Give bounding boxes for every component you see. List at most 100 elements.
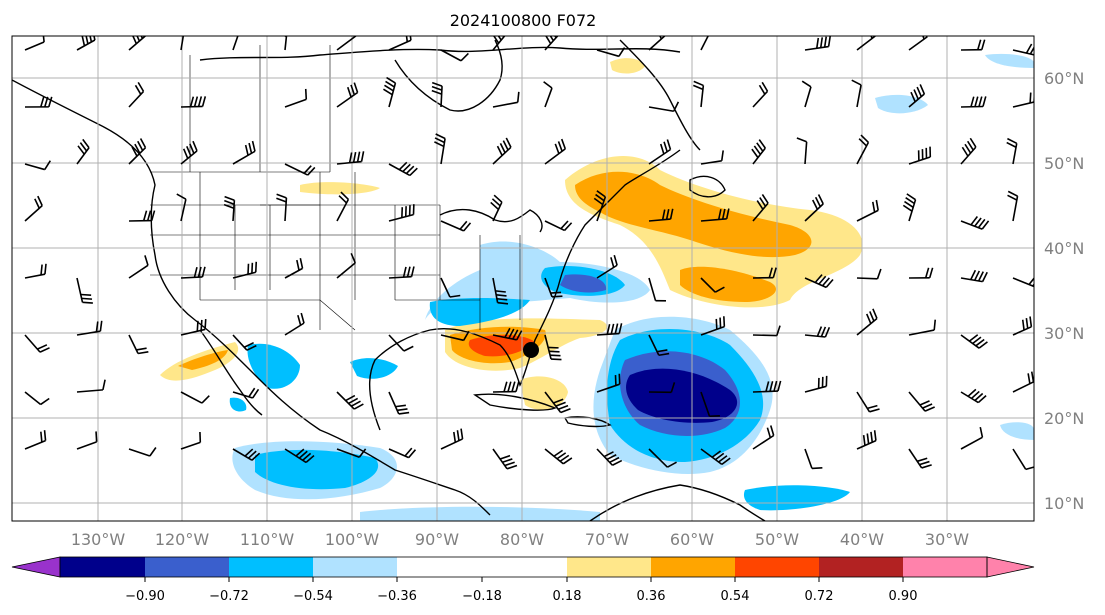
wind-barb <box>284 88 308 108</box>
wind-barb <box>388 447 417 459</box>
wind-barb <box>908 319 937 336</box>
storm-center-marker <box>523 342 539 358</box>
wind-barbs <box>24 36 1034 471</box>
wind-barb <box>76 431 98 450</box>
wind-barb <box>440 277 461 298</box>
colorbar-bin <box>567 557 651 577</box>
wind-barb <box>856 430 877 450</box>
wind-barb <box>648 208 674 222</box>
coastline-hispaniola <box>563 416 612 428</box>
wind-barb <box>336 448 367 458</box>
wind-barb <box>1012 448 1034 471</box>
wind-barb <box>596 448 623 466</box>
wind-barb <box>856 391 880 413</box>
wind-barb <box>276 36 289 51</box>
wind-barb <box>752 81 769 108</box>
wind-barb <box>804 326 831 338</box>
wind-barb <box>492 381 520 393</box>
wind-barb <box>388 36 412 51</box>
lon-label: 100°W <box>325 530 380 549</box>
wind-barb <box>128 138 147 165</box>
colorbar-extend-high <box>986 556 1035 578</box>
wind-barb <box>908 84 926 108</box>
colorbar-tick-label: 0.72 <box>805 589 834 604</box>
wind-barb <box>24 263 47 279</box>
wind-barb <box>232 448 261 461</box>
coastline-south-america <box>589 484 766 521</box>
lon-label: 60°W <box>670 530 714 549</box>
gridlines <box>12 36 1034 521</box>
wind-barb <box>492 137 512 165</box>
wind-barb <box>700 208 730 222</box>
wind-barb <box>1012 91 1034 108</box>
state-boundaries <box>150 45 521 331</box>
wind-barb <box>492 36 507 51</box>
wind-barb <box>76 138 90 165</box>
wind-barb <box>180 36 186 51</box>
wind-barb <box>492 448 518 470</box>
wind-barb <box>596 47 626 58</box>
wind-barb <box>232 36 242 51</box>
wind-barb <box>700 277 725 293</box>
lat-label: 20°N <box>1044 409 1084 428</box>
gulf-positive-max <box>468 334 535 357</box>
wind-barb <box>440 330 470 342</box>
pacific-negative-core <box>255 449 379 490</box>
colorbar-bin <box>60 557 145 577</box>
coastline-newfoundland <box>689 175 726 198</box>
coastline-cuba <box>473 393 557 411</box>
wind-barb <box>24 391 50 406</box>
wind-barb <box>648 334 670 357</box>
wind-barb <box>431 81 443 108</box>
colorbar-bin <box>735 557 819 577</box>
wind-barb <box>336 151 365 165</box>
wind-barb <box>960 269 988 283</box>
wind-barb <box>1012 371 1034 393</box>
wind-barb <box>492 91 520 108</box>
wind-barb <box>24 36 45 51</box>
wind-barb <box>336 391 364 410</box>
wind-barb <box>648 101 680 113</box>
wind-barb <box>752 194 769 222</box>
lon-label: 70°W <box>585 530 629 549</box>
colorbar-tick-label: −0.72 <box>209 589 249 604</box>
colorbar-bin <box>229 557 313 577</box>
wind-barb <box>24 334 50 353</box>
lon-label: 30°W <box>925 530 969 549</box>
wind-barb <box>24 96 53 108</box>
wind-barb <box>544 277 563 298</box>
wind-barb <box>180 140 198 165</box>
coastline-canada-north <box>199 46 681 61</box>
wind-barb <box>596 323 623 336</box>
wind-barb <box>593 190 607 222</box>
positive-anomaly-core <box>575 171 812 258</box>
figure-title: 2024100800 F072 <box>450 11 597 30</box>
positive-anomaly-lower <box>680 266 776 302</box>
lat-label: 40°N <box>1044 239 1084 258</box>
wind-barb <box>544 391 571 414</box>
wind-barb <box>388 334 414 352</box>
far-east-negative <box>985 53 1034 68</box>
colorbar-ticks <box>144 577 904 582</box>
wind-barb <box>908 146 932 165</box>
wind-barb <box>648 139 672 165</box>
wind-barb <box>76 379 106 393</box>
wind-barb <box>128 334 149 355</box>
wind-barb <box>648 277 666 302</box>
wind-barb <box>960 334 988 349</box>
wind-barb <box>544 138 567 165</box>
wind-barb <box>752 380 782 393</box>
anomaly-shading <box>160 53 1034 521</box>
lat-label: 10°N <box>1044 494 1084 513</box>
latitude-labels: 60°N 50°N 40°N 30°N 20°N 10°N <box>1044 69 1084 513</box>
lat-label: 30°N <box>1044 324 1084 343</box>
longitude-labels: 130°W 120°W 110°W 100°W 90°W 80°W 70°W 6… <box>71 530 969 549</box>
wind-barb <box>960 137 977 165</box>
wind-barb <box>700 448 731 466</box>
wind-barb <box>544 334 562 361</box>
wind-barb <box>700 36 712 51</box>
wind-barb <box>1012 316 1033 336</box>
wind-barb <box>856 199 879 222</box>
wind-barb <box>180 391 210 404</box>
